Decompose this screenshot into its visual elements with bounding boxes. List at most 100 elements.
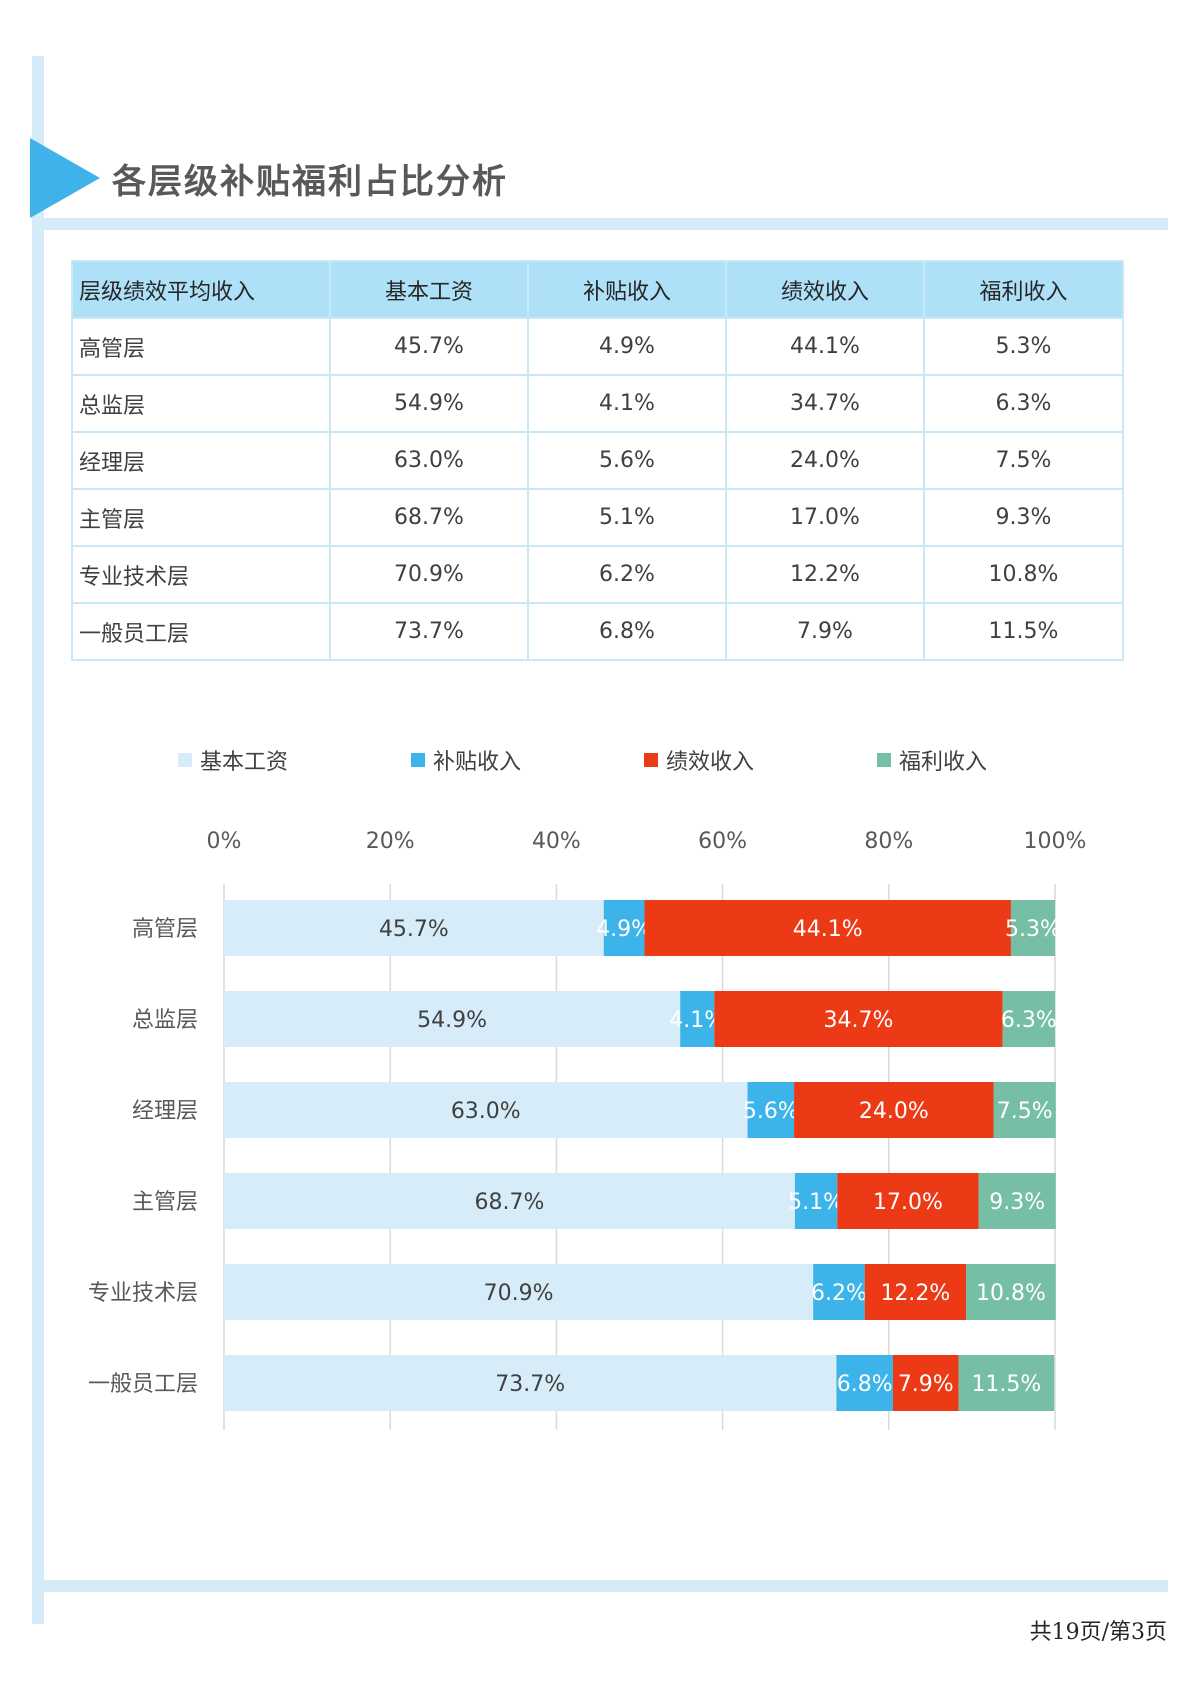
data-label: 7.9% xyxy=(898,1372,954,1397)
table-cell: 34.7% xyxy=(725,374,925,433)
table-cell: 68.7% xyxy=(329,488,529,547)
legend-label: 补贴收入 xyxy=(433,750,522,775)
table-cell: 63.0% xyxy=(329,431,529,490)
bar-segment xyxy=(603,900,645,956)
table-header-cell: 基本工资 xyxy=(329,260,529,319)
table-cell: 11.5% xyxy=(923,602,1124,661)
table-row: 高管层 45.7% 4.9% 44.1% 5.3% xyxy=(71,317,1124,376)
stacked-bar-chart: 0% 20% 40% 60% 80% 100% 高管层 45.7% 4.9% 44.1% 5.3% 总… xyxy=(88,829,1087,1430)
legend-item: 基本工资 xyxy=(178,744,288,776)
table-cell: 总监层 xyxy=(71,374,331,433)
legend-swatch xyxy=(411,753,425,767)
category-label: 高管层 xyxy=(132,917,198,942)
category-label: 主管层 xyxy=(132,1190,198,1215)
data-label: 68.7% xyxy=(475,1190,545,1215)
bar-segment xyxy=(224,1082,748,1138)
table-cell: 44.1% xyxy=(725,317,925,376)
legend-item: 福利收入 xyxy=(877,744,987,776)
data-label: 45.7% xyxy=(379,917,449,942)
table-cell: 5.6% xyxy=(527,431,727,490)
data-label: 73.7% xyxy=(495,1372,565,1397)
bar-segment xyxy=(1002,991,1055,1047)
data-label: 17.0% xyxy=(873,1190,943,1215)
table-header-row: 层级绩效平均收入 基本工资 补贴收入 绩效收入 福利收入 xyxy=(71,260,1124,319)
table-cell: 7.5% xyxy=(923,431,1124,490)
data-label: 6.2% xyxy=(811,1281,867,1306)
bar-segment xyxy=(1010,900,1055,956)
table-cell: 73.7% xyxy=(329,602,529,661)
bar-segment xyxy=(993,1082,1056,1138)
data-label: 70.9% xyxy=(484,1281,554,1306)
data-label: 10.8% xyxy=(976,1281,1046,1306)
title-arrow-icon xyxy=(30,138,100,218)
x-tick-label: 0% xyxy=(207,829,242,854)
data-label: 5.6% xyxy=(743,1099,799,1124)
x-tick-label: 100% xyxy=(1024,829,1087,854)
bar-segment xyxy=(966,1264,1056,1320)
table-cell: 4.1% xyxy=(527,374,727,433)
table-cell: 45.7% xyxy=(329,317,529,376)
data-label: 6.8% xyxy=(837,1372,893,1397)
category-label: 专业技术层 xyxy=(88,1281,198,1306)
table-cell: 54.9% xyxy=(329,374,529,433)
table-cell: 9.3% xyxy=(923,488,1124,547)
table-header-cell: 层级绩效平均收入 xyxy=(71,260,331,319)
bar-segment xyxy=(714,991,1003,1047)
data-label: 12.2% xyxy=(880,1281,950,1306)
legend-swatch xyxy=(178,753,192,767)
bar-segment xyxy=(794,1082,994,1138)
bar-segment xyxy=(813,1264,865,1320)
legend-swatch xyxy=(877,753,891,767)
data-label: 34.7% xyxy=(824,1008,894,1033)
table-header-cell: 绩效收入 xyxy=(725,260,925,319)
page-number: 共19页/第3页 xyxy=(1029,1620,1167,1645)
table-cell: 10.8% xyxy=(923,545,1124,604)
table-cell: 12.2% xyxy=(725,545,925,604)
table-cell: 6.2% xyxy=(527,545,727,604)
page-title: 各层级补贴福利占比分析 xyxy=(112,162,508,202)
data-label: 44.1% xyxy=(793,917,863,942)
data-label: 63.0% xyxy=(451,1099,521,1124)
data-label: 5.3% xyxy=(1005,917,1061,942)
table-row: 经理层 63.0% 5.6% 24.0% 7.5% xyxy=(71,431,1124,490)
data-label: 11.5% xyxy=(971,1372,1041,1397)
x-tick-label: 40% xyxy=(532,829,581,854)
x-tick-label: 60% xyxy=(698,829,747,854)
bar-segment xyxy=(224,900,604,956)
table-cell: 6.3% xyxy=(923,374,1124,433)
table-row: 一般员工层 73.7% 6.8% 7.9% 11.5% xyxy=(71,602,1124,661)
bar-segment xyxy=(224,1173,795,1229)
table-cell: 4.9% xyxy=(527,317,727,376)
data-label: 5.1% xyxy=(788,1190,844,1215)
table-cell: 24.0% xyxy=(725,431,925,490)
data-label: 7.5% xyxy=(997,1099,1053,1124)
table-cell: 5.3% xyxy=(923,317,1124,376)
chart-legend: 基本工资 补贴收入 绩效收入 福利收入 xyxy=(178,744,1078,776)
category-label: 一般员工层 xyxy=(88,1372,198,1397)
legend-label: 基本工资 xyxy=(200,750,289,775)
bar-segment xyxy=(747,1082,795,1138)
bar-segment xyxy=(892,1355,959,1411)
legend-swatch xyxy=(644,753,658,767)
table-cell: 高管层 xyxy=(71,317,331,376)
bar-segment xyxy=(224,991,681,1047)
table-header-cell: 补贴收入 xyxy=(527,260,727,319)
data-label: 6.3% xyxy=(1001,1008,1057,1033)
category-label: 总监层 xyxy=(132,1008,198,1033)
title-divider xyxy=(32,218,1168,230)
table-cell: 7.9% xyxy=(725,602,925,661)
bar-segment xyxy=(224,1264,814,1320)
table-cell: 5.1% xyxy=(527,488,727,547)
bar-segment xyxy=(864,1264,967,1320)
bar-segment xyxy=(837,1173,979,1229)
data-label: 4.9% xyxy=(596,917,652,942)
table-row: 主管层 68.7% 5.1% 17.0% 9.3% xyxy=(71,488,1124,547)
table-header-cell: 福利收入 xyxy=(923,260,1124,319)
bar-segment xyxy=(794,1173,838,1229)
category-label: 经理层 xyxy=(132,1099,198,1124)
bar-segment xyxy=(978,1173,1056,1229)
data-label: 54.9% xyxy=(417,1008,487,1033)
table-cell: 17.0% xyxy=(725,488,925,547)
footer-divider xyxy=(32,1580,1168,1592)
table-cell: 专业技术层 xyxy=(71,545,331,604)
